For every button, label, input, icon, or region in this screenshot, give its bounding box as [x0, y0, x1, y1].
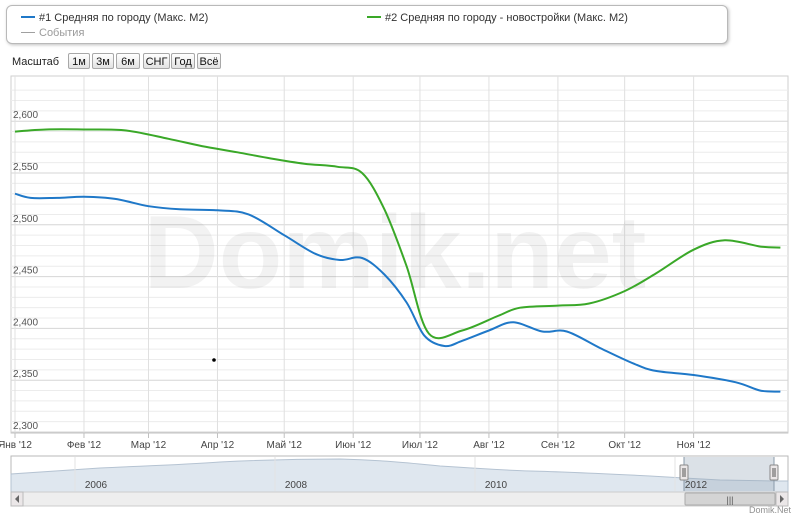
legend-item-events[interactable]: События [21, 27, 84, 39]
y-tick-label: 2,350 [13, 369, 38, 380]
y-axis-labels: 2,300 2,350 2,400 2,450 2,500 2,550 2,600 [13, 110, 38, 432]
x-tick-label: Мар '12 [131, 440, 167, 451]
navigator: 2006 2008 2010 2012 [10, 455, 789, 493]
y-tick-label: 2,500 [13, 214, 38, 225]
y-tick-label: 2,450 [13, 266, 38, 277]
x-tick-label: Апр '12 [201, 440, 235, 451]
range-button-year[interactable]: Год [171, 53, 195, 69]
range-button-1m[interactable]: 1м [68, 53, 90, 69]
x-tick-label: Янв '12 [0, 440, 32, 451]
legend-label-events: События [39, 27, 85, 39]
navigator-right-handle[interactable] [769, 464, 779, 481]
range-button-ytd[interactable]: СНГ [143, 53, 170, 69]
scroll-left-arrow-icon [15, 495, 19, 503]
chart-legend: #1 Средняя по городу (Макс. М2) #2 Средн… [6, 5, 728, 44]
series-2-line [14, 128, 781, 340]
y-tick-label: 2,550 [13, 162, 38, 173]
navigator-year-label: 2008 [285, 480, 308, 491]
x-tick-label: Июл '12 [402, 440, 439, 451]
handle-body [679, 464, 689, 481]
legend-item-series2[interactable]: #2 Средняя по городу - новостройки (Макс… [367, 12, 628, 24]
series2-swatch [367, 16, 381, 19]
x-tick-label: Фев '12 [67, 440, 102, 451]
plot-area [10, 75, 789, 434]
range-button-3m[interactable]: 3м [92, 53, 114, 69]
scrollbar-thumb [684, 492, 776, 506]
scrollbar[interactable]: ||| [10, 491, 789, 507]
legend-label-series2: #2 Средняя по городу - новостройки (Макс… [385, 12, 628, 24]
x-tick-label: Авг '12 [473, 440, 505, 451]
x-tick-label: Окт '12 [608, 440, 641, 451]
minor-grid [11, 89, 788, 423]
scrollbar-track [10, 491, 789, 507]
legend-label-series1: #1 Средняя по городу (Макс. М2) [39, 12, 209, 24]
handle-body [769, 464, 779, 481]
events-swatch [21, 31, 35, 33]
series1-swatch [21, 16, 35, 19]
x-tick-label: Июн '12 [335, 440, 371, 451]
navigator-year-label: 2006 [85, 480, 108, 491]
x-tick-label: Май '12 [267, 440, 303, 451]
scroll-right-arrow-icon [780, 495, 784, 503]
event-marker [212, 358, 216, 362]
range-button-6m[interactable]: 6м [116, 53, 140, 69]
vertical-grid [14, 76, 695, 433]
y-tick-label: 2,300 [13, 421, 38, 432]
major-grid [11, 120, 788, 433]
legend-item-series1[interactable]: #1 Средняя по городу (Макс. М2) [21, 12, 208, 24]
navigator-left-handle[interactable] [679, 464, 689, 481]
navigator-year-label: 2010 [485, 480, 508, 491]
credits-link[interactable]: Domik.Net [749, 505, 792, 515]
y-tick-label: 2,400 [13, 317, 38, 328]
series-1-line [14, 192, 781, 393]
watermark-text: Domik.net [144, 195, 647, 311]
navigator-selection [684, 457, 774, 491]
range-button-all[interactable]: Всё [197, 53, 221, 69]
x-tick-label: Сен '12 [541, 440, 576, 451]
navigator-year-label: 2012 [685, 480, 708, 491]
range-selector-label: Масштаб [12, 56, 60, 68]
x-axis-labels: Янв '12 Фев '12 Мар '12 Апр '12 Май '12 Июн '… [0, 433, 711, 451]
y-tick-label: 2,600 [13, 110, 38, 121]
scrollbar-grip: ||| [726, 495, 733, 505]
x-tick-label: Ноя '12 [677, 440, 711, 451]
navigator-series-area [10, 458, 789, 493]
